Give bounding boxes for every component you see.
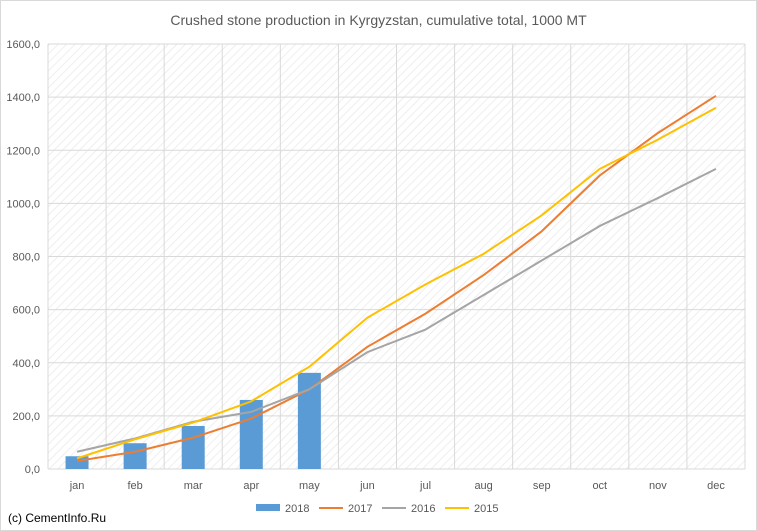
- y-tick-label: 1400,0: [6, 92, 40, 104]
- x-tick-label: nov: [649, 480, 667, 492]
- legend-label-2015: 2015: [474, 503, 498, 515]
- x-tick-label: sep: [533, 480, 551, 492]
- y-tick-label: 200,0: [12, 411, 40, 423]
- y-tick-label: 400,0: [12, 358, 40, 370]
- bar-2018-may: [297, 372, 321, 469]
- y-tick-label: 1000,0: [6, 198, 40, 210]
- y-tick-label: 600,0: [12, 305, 40, 317]
- x-tick-label: feb: [127, 480, 142, 492]
- x-tick-label: may: [299, 480, 320, 492]
- line-series-2015: [76, 106, 717, 460]
- x-tick-label: jan: [69, 480, 85, 492]
- x-tick-label: jul: [419, 480, 431, 492]
- legend-label-2017: 2017: [348, 503, 372, 515]
- y-tick-label: 1600,0: [6, 39, 40, 51]
- y-tick-label: 1200,0: [6, 145, 40, 157]
- x-tick-label: mar: [184, 480, 203, 492]
- line-series-2017: [76, 94, 717, 463]
- legend-swatch-2018: [256, 504, 280, 511]
- bar-2018-apr: [239, 399, 263, 469]
- y-tick-label: 800,0: [12, 252, 40, 264]
- legend-label-2018: 2018: [285, 503, 309, 515]
- chart-title: Crushed stone production in Kyrgyzstan, …: [170, 12, 587, 28]
- x-tick-label: oct: [592, 480, 607, 492]
- x-tick-label: aug: [474, 480, 492, 492]
- x-tick-label: dec: [707, 480, 725, 492]
- x-tick-label: apr: [243, 480, 259, 492]
- y-tick-label: 0,0: [25, 464, 40, 476]
- bar-2018-mar: [181, 425, 205, 469]
- credit-text: (c) CementInfo.Ru: [8, 511, 107, 525]
- legend-label-2016: 2016: [411, 503, 435, 515]
- x-tick-label: jun: [359, 480, 375, 492]
- bar-2018-feb: [123, 443, 147, 469]
